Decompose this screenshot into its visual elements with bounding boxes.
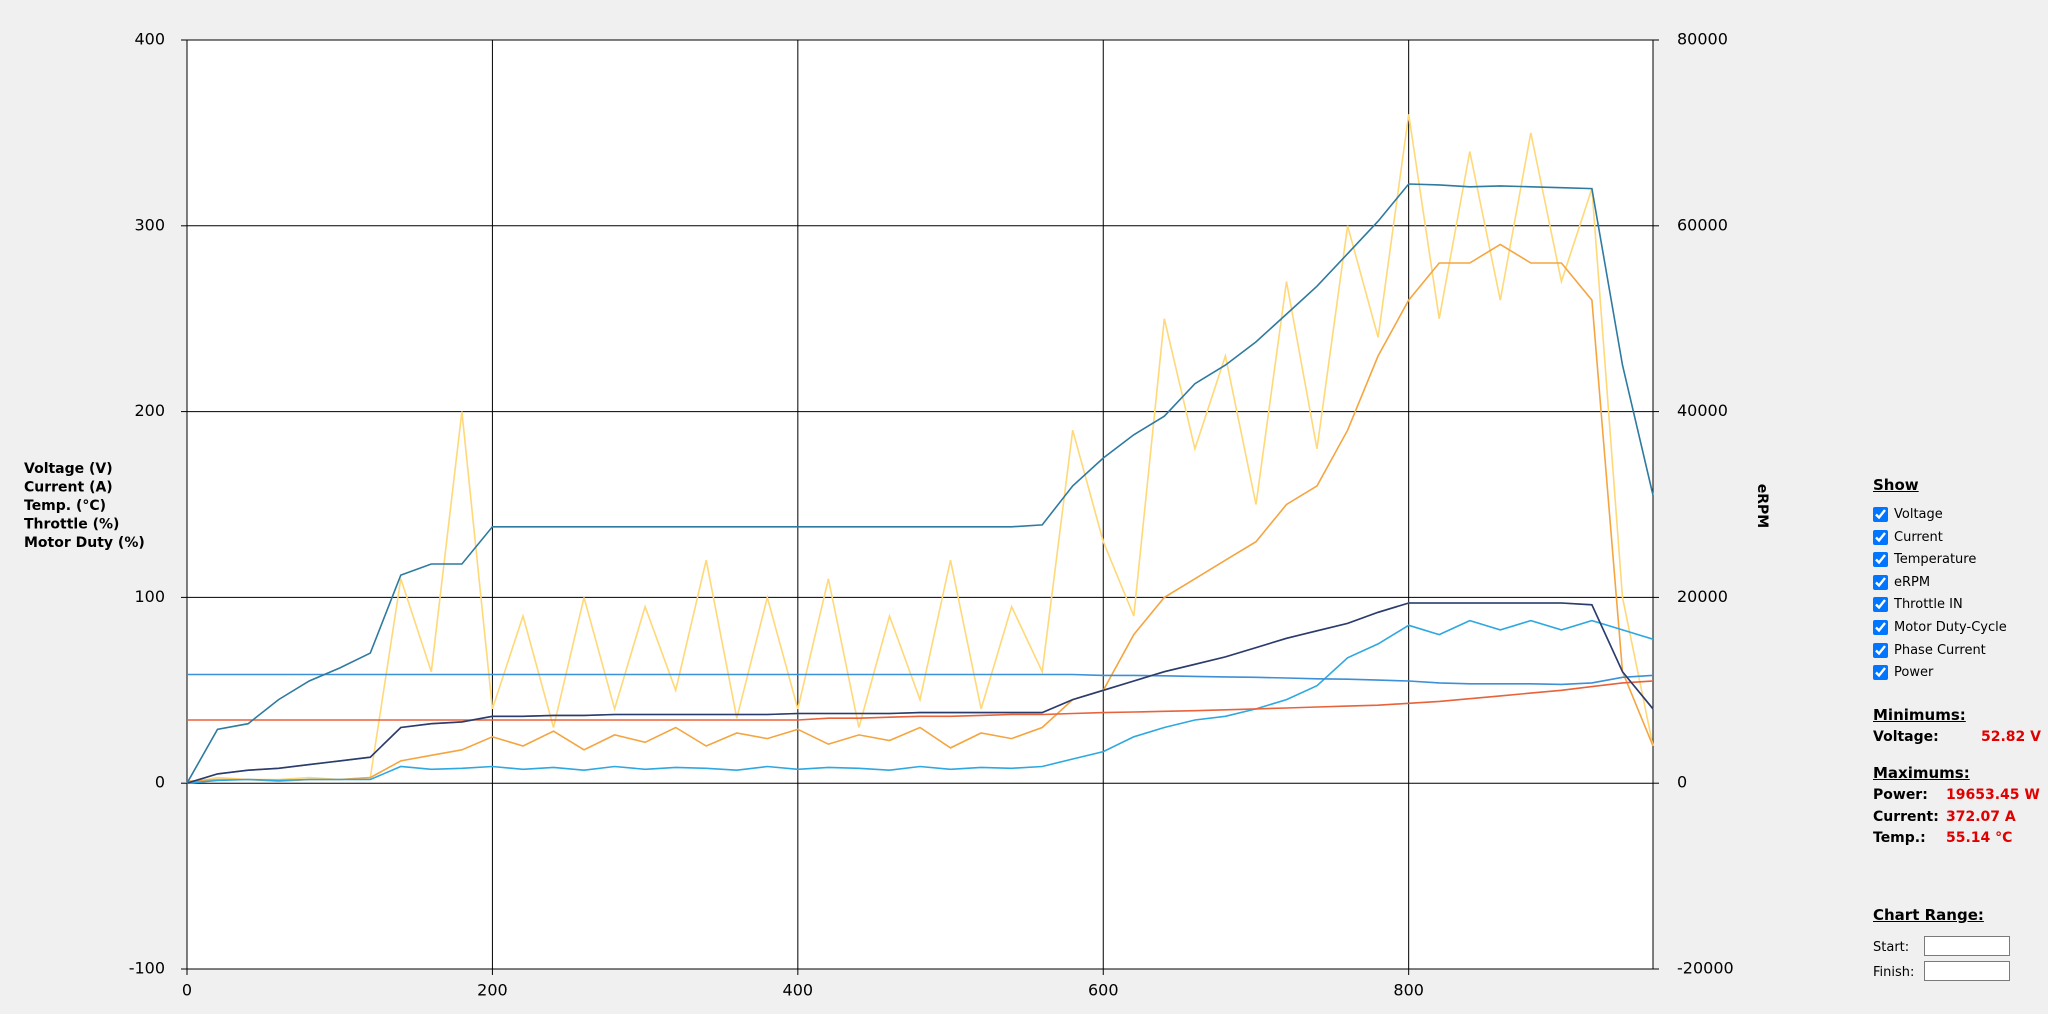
series-line (186, 602, 1654, 784)
checkbox-label: Throttle IN (1894, 597, 1963, 613)
stat-label: Voltage: (1873, 729, 1939, 745)
y-tick-label: -100 (129, 959, 165, 978)
checkbox[interactable]: Power (1873, 665, 1934, 681)
series-line (186, 183, 1654, 784)
y-tick-label: 300 (134, 215, 165, 234)
series-line (186, 114, 1654, 784)
show-title: Show (1873, 476, 1919, 494)
stat-value: 372.07 A (1946, 808, 2016, 825)
y2-tick-label: 40000 (1677, 401, 1728, 420)
checkbox-input[interactable] (1873, 552, 1888, 568)
plot-area (186, 39, 1654, 970)
y-axis-label: Throttle (%) (24, 517, 119, 533)
checkbox-label: eRPM (1894, 574, 1931, 590)
range-label: Start: (1873, 940, 1910, 955)
maximums-title: Maximums: (1873, 764, 1970, 782)
y-axis-label: Voltage (V) (24, 461, 113, 477)
checkbox-label: Temperature (1894, 552, 1977, 568)
checkbox-label: Motor Duty-Cycle (1894, 620, 2007, 635)
stat-label: Current: (1873, 808, 1939, 825)
x-tick-label: 200 (477, 981, 508, 1000)
chart: -100 0 100 200 300 400 -20000 0 20000 40000 60000 8… (24, 30, 1770, 1000)
checkbox[interactable]: Temperature (1873, 552, 1977, 568)
checkbox[interactable]: Motor Duty-Cycle (1873, 620, 2007, 635)
checkbox[interactable]: Voltage (1873, 507, 1943, 522)
stat-value: 55.14 °C (1946, 830, 2013, 846)
range-label: Finish: (1873, 965, 1915, 980)
series-line (186, 243, 1654, 783)
series-line (187, 680, 1654, 721)
y2-tick-label: 0 (1677, 773, 1687, 792)
range-title: Chart Range: (1873, 906, 1984, 924)
checkbox-input[interactable] (1873, 620, 1888, 635)
y-tick-label: 200 (134, 401, 165, 420)
y2-tick-label: 60000 (1677, 215, 1728, 234)
checkbox-input[interactable] (1873, 574, 1888, 590)
checkbox[interactable]: Current (1873, 529, 1943, 545)
stat-label: Temp.: (1873, 830, 1926, 846)
checkbox-label: Phase Current (1894, 642, 1986, 658)
stat-label: Power: (1873, 787, 1928, 803)
y2-tick-label: -20000 (1677, 959, 1734, 978)
y-tick-label: 100 (134, 587, 165, 606)
y-tick-label: 400 (134, 30, 165, 49)
checkbox[interactable]: eRPM (1873, 574, 1931, 590)
checkbox-input[interactable] (1873, 597, 1888, 613)
checkbox[interactable]: Throttle IN (1873, 597, 1963, 613)
checkbox-label: Current (1894, 529, 1943, 545)
x-tick-label: 600 (1088, 981, 1119, 1000)
y-tick-label: 0 (155, 773, 165, 792)
range-input[interactable] (1924, 961, 2010, 981)
checkbox-input[interactable] (1873, 665, 1888, 681)
y2-axis-label: eRPM (1754, 484, 1770, 528)
checkbox-input[interactable] (1873, 642, 1888, 658)
x-tick-label: 400 (783, 981, 814, 1000)
stat-value: 52.82 V (1981, 729, 2041, 745)
checkbox-input[interactable] (1873, 529, 1888, 545)
series-line (186, 619, 1654, 784)
x-tick-label: 0 (182, 981, 192, 1000)
range-input[interactable] (1924, 936, 2010, 956)
y-axis-label: Temp. (°C) (24, 498, 106, 514)
y2-tick-label: 20000 (1677, 587, 1728, 606)
x-tick-label: 800 (1393, 981, 1424, 1000)
y2-tick-label: 80000 (1677, 30, 1728, 49)
checkbox-input[interactable] (1873, 507, 1888, 522)
checkbox[interactable]: Phase Current (1873, 642, 1986, 658)
minimums-title: Minimums: (1873, 706, 1966, 724)
stat-value: 19653.45 W (1946, 787, 2040, 803)
series-line (187, 673, 1654, 686)
checkbox-label: Power (1894, 665, 1934, 681)
y-axis-label: Current (A) (24, 480, 113, 496)
checkbox-label: Voltage (1894, 507, 1943, 522)
y-axis-label: Motor Duty (%) (24, 535, 145, 551)
